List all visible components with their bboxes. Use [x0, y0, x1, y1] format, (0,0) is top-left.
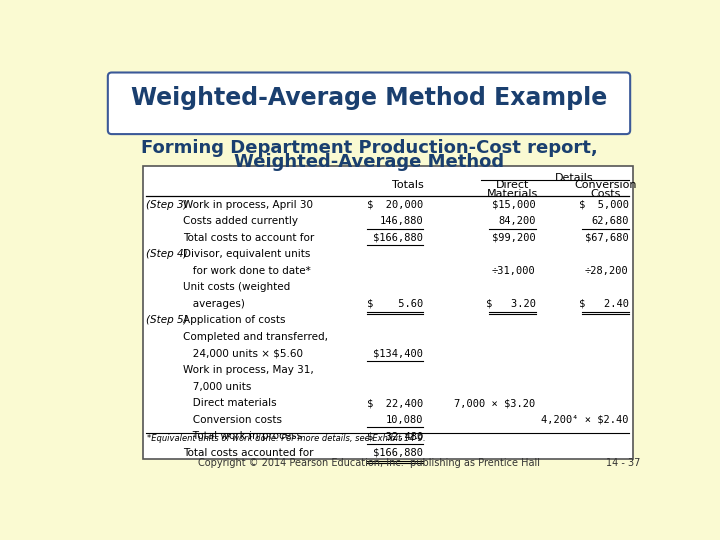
Text: 7,000 × $3.20: 7,000 × $3.20 [454, 398, 536, 408]
Text: 146,880: 146,880 [379, 216, 423, 226]
Bar [143, 166, 632, 459]
Text: Forming Department Production-Cost report,: Forming Department Production-Cost repor… [140, 139, 598, 158]
Text: Divisor, equivalent units: Divisor, equivalent units [183, 249, 310, 259]
Text: $134,400: $134,400 [373, 348, 423, 359]
Text: ÷28,200: ÷28,200 [585, 266, 629, 276]
Text: $166,880: $166,880 [373, 233, 423, 242]
Text: Total costs accounted for: Total costs accounted for [183, 448, 313, 458]
Text: 24,000 units × $5.60: 24,000 units × $5.60 [183, 348, 303, 359]
Text: Materials: Materials [487, 189, 538, 199]
Text: Work in process, May 31,: Work in process, May 31, [183, 365, 314, 375]
Text: Work in process, April 30: Work in process, April 30 [183, 200, 313, 210]
Text: Conversion: Conversion [574, 180, 636, 190]
Text: 84,200: 84,200 [498, 216, 536, 226]
Text: (Step 5): (Step 5) [145, 315, 187, 326]
Text: $15,000: $15,000 [492, 200, 536, 210]
Text: $67,680: $67,680 [585, 233, 629, 242]
Text: Copyright © 2014 Pearson Education, Inc.  publishing as Prentice Hall: Copyright © 2014 Pearson Education, Inc.… [198, 458, 540, 468]
Text: averages): averages) [183, 299, 245, 309]
Text: $  5,000: $ 5,000 [579, 200, 629, 210]
Text: $166,880: $166,880 [373, 448, 423, 458]
Text: $  20,000: $ 20,000 [367, 200, 423, 210]
Text: for work done to date*: for work done to date* [183, 266, 311, 276]
Text: (Step 3): (Step 3) [145, 200, 187, 210]
Text: Direct materials: Direct materials [183, 398, 276, 408]
Text: Costs added currently: Costs added currently [183, 216, 298, 226]
Text: $   3.20: $ 3.20 [485, 299, 536, 309]
Text: Weighted-Average Method: Weighted-Average Method [234, 153, 504, 171]
Text: 10,080: 10,080 [386, 415, 423, 425]
Text: ÷31,000: ÷31,000 [492, 266, 536, 276]
Text: 14 - 37: 14 - 37 [606, 458, 640, 468]
Text: Direct: Direct [495, 180, 529, 190]
Text: Details: Details [555, 173, 594, 183]
Text: $  32,480: $ 32,480 [367, 431, 423, 441]
Text: Weighted-Average Method Example: Weighted-Average Method Example [131, 86, 607, 110]
Text: 4,200⁴ × $2.40: 4,200⁴ × $2.40 [541, 415, 629, 425]
Text: Totals: Totals [392, 180, 423, 190]
Text: Completed and transferred,: Completed and transferred, [183, 332, 328, 342]
Text: $   2.40: $ 2.40 [579, 299, 629, 309]
Text: Unit costs (weighted: Unit costs (weighted [183, 282, 290, 292]
Text: 62,680: 62,680 [591, 216, 629, 226]
FancyBboxPatch shape [108, 72, 630, 134]
Text: $  22,400: $ 22,400 [367, 398, 423, 408]
Text: Costs: Costs [590, 189, 621, 199]
Text: Total work in process: Total work in process [183, 431, 302, 441]
Text: Total costs to account for: Total costs to account for [183, 233, 314, 242]
Text: 7,000 units: 7,000 units [183, 382, 251, 392]
Text: (Step 4): (Step 4) [145, 249, 187, 259]
Text: *Equivalent units of work done. For more details, see Exhibit 14-9.: *Equivalent units of work done. For more… [148, 434, 426, 443]
Text: $    5.60: $ 5.60 [367, 299, 423, 309]
Text: $99,200: $99,200 [492, 233, 536, 242]
Text: Conversion costs: Conversion costs [183, 415, 282, 425]
Text: Application of costs: Application of costs [183, 315, 286, 326]
